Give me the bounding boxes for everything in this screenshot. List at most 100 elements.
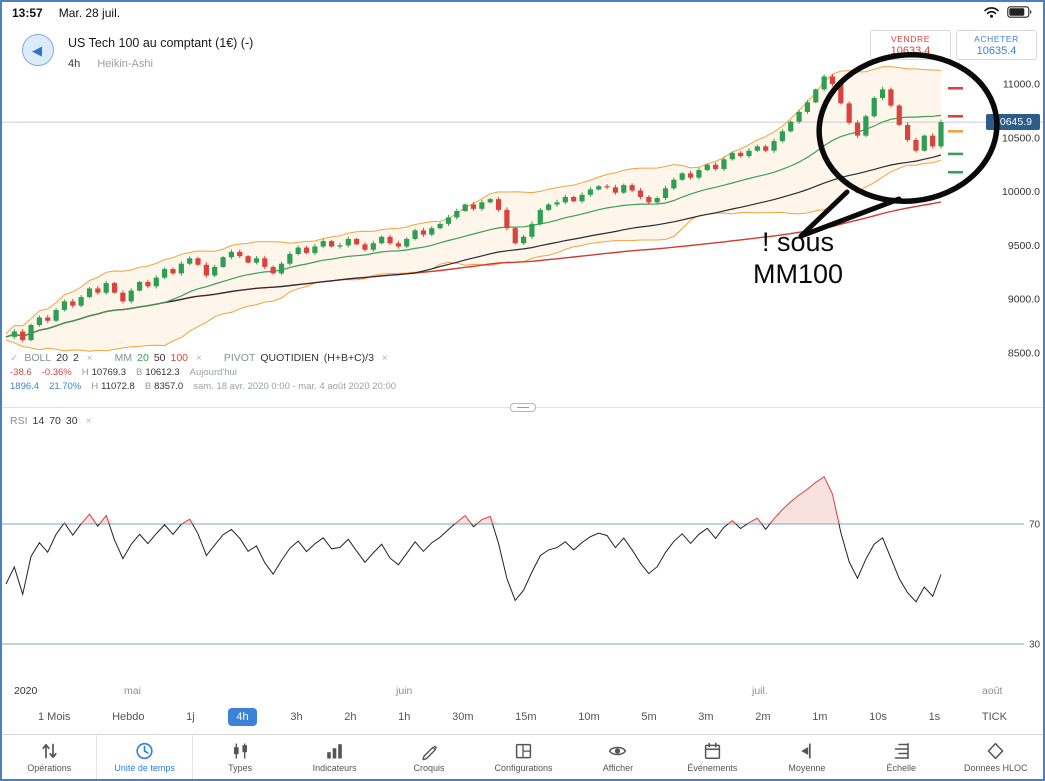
toolbar-configurations[interactable]: Configurations [476,735,570,779]
bollinger-chip[interactable]: BOLL 20 2 × [24,352,93,364]
session-row-today: -38.6 -0.36% H 10769.3 B 10612.3 Aujourd'h… [10,367,237,378]
toolbar-item-label: Types [228,763,253,773]
time-axis-label: juin [396,685,413,697]
toolbar-scale[interactable]: Échelle [854,735,948,779]
chart-type-icon [230,741,251,761]
timeframe-hebdo[interactable]: Hebdo [112,711,145,723]
buy-price: 10635.4 [976,44,1017,57]
status-time: 13:57 [12,6,43,20]
rsi-chip[interactable]: RSI 14 70 30 × [10,415,92,427]
panel-resize-handle[interactable] [510,403,536,412]
instrument-title: US Tech 100 au comptant (1€) (-) [68,36,254,50]
timeframe-selector: 1 Mois Hebdo 1j 4h 3h 2h 1h 30m 15m 10m 5m 3m 2m 1m 10… [2,700,1043,734]
rsi-tick-label: 30 [1029,640,1041,651]
timeframe-10m[interactable]: 10m [578,711,600,723]
toolbar-indicators[interactable]: Indicateurs [287,735,381,779]
toolbar-display[interactable]: Afficher [571,735,665,779]
hloc-icon [985,741,1006,761]
rsi-overbought-fill [6,476,941,524]
time-axis: 2020 mai juin juil. août [2,682,1043,700]
timeframe-4h[interactable]: 4h [228,708,257,726]
price-tick-label: 8500.0 [1008,348,1040,360]
mm-chip[interactable]: MM 20 50 100 × [114,352,202,364]
average-icon [796,741,817,761]
timeframe-1m[interactable]: 1m [812,711,828,723]
time-axis-label: 2020 [14,685,38,697]
back-button[interactable]: ◀ [22,34,54,66]
timeframe-1s[interactable]: 1s [928,711,941,723]
price-tick-label: 11000.0 [1003,79,1040,91]
rsi-name: RSI [10,415,28,427]
status-left: 13:57 Mar. 28 juil. [12,6,120,20]
timeframe-2h[interactable]: 2h [344,711,357,723]
timeframe-10s[interactable]: 10s [869,711,887,723]
title-block: US Tech 100 au comptant (1€) (-) 4h Heik… [68,34,253,70]
toolbar-item-label: Configurations [494,763,553,773]
mm20-line [5,114,942,338]
toolbar-average[interactable]: Moyenne [760,735,854,779]
timeframe-2m[interactable]: 2m [755,711,771,723]
timeframe-3m[interactable]: 3m [698,711,714,723]
toolbar-item-label: Unité de temps [114,763,175,773]
status-right [983,5,1033,21]
timeframe-3h[interactable]: 3h [290,711,303,723]
toolbar-item-label: Opérations [27,763,72,773]
mm-name: MM [114,352,133,364]
timeframe-1-mois[interactable]: 1 Mois [38,711,71,723]
close-icon[interactable]: × [85,415,92,427]
toolbar-events[interactable]: Événements [665,735,759,779]
price-tick-label: 10000.0 [1002,186,1040,198]
chart-header: ◀ US Tech 100 au comptant (1€) (-) 4h He… [22,34,253,70]
bottom-toolbar: Opérations Unité de temps Types Indicateurs… [2,734,1043,779]
toolbar-item-label: Échelle [886,763,917,773]
current-price-badge: 10645.9 [986,114,1040,130]
annotation-text: ! sous MM100 [716,227,880,291]
close-icon[interactable]: × [196,352,202,364]
sell-button[interactable]: VENDRE 10633.4 [870,30,951,60]
price-chart[interactable]: 11000.0 10500.0 10000.0 9500.0 9000.0 8500.0 [2,24,1043,407]
toolbar-operations[interactable]: Opérations [2,735,96,779]
timeframe-30m[interactable]: 30m [452,711,474,723]
close-icon[interactable]: × [86,352,93,364]
sell-price: 10633.4 [890,44,931,57]
toolbar-time-unit[interactable]: Unité de temps [96,735,193,779]
operations-icon [39,741,60,761]
buy-button[interactable]: ACHETER 10635.4 [956,30,1037,60]
timeframe-1h[interactable]: 1h [398,711,411,723]
toolbar-item-label: Moyenne [788,763,826,773]
price-tick-label: 9000.0 [1008,294,1040,306]
price-tick-label: 9500.0 [1008,240,1040,252]
toolbar-item-label: Données HLOC [963,763,1028,773]
timeframe-5m[interactable]: 5m [641,711,657,723]
check-icon: ✓ [10,352,19,364]
timeframe-tick[interactable]: TICK [981,711,1007,723]
wifi-icon [983,6,1000,21]
time-axis-label: juil. [752,685,768,697]
toolbar-types[interactable]: Types [193,735,287,779]
rsi-chart[interactable]: 70 30 [2,408,1043,683]
session-row-range: 1896.4 21.70% H 11072.8 B 8357.0 sam. 18 a… [10,381,397,392]
timeframe-15m[interactable]: 15m [515,711,537,723]
rsi-tick-label: 70 [1029,520,1041,531]
buy-label: ACHETER [974,33,1019,44]
toolbar-hloc-data[interactable]: Données HLOC [949,735,1043,779]
close-icon[interactable]: × [381,352,388,364]
time-axis-label: août [982,685,1003,697]
pivot-chip[interactable]: PIVOT QUOTIDIEN (H+B+C)/3 × [223,352,388,364]
bollinger-lower-line [5,159,942,352]
status-bar: 13:57 Mar. 28 juil. [2,2,1043,24]
quote-panel: VENDRE 10633.4 ACHETER 10635.4 [870,30,1037,60]
toolbar-item-label: Indicateurs [312,763,357,773]
boll-name: BOLL [24,352,52,364]
timeframe-1j[interactable]: 1j [186,711,195,723]
scale-icon [891,741,912,761]
toolbar-sketch[interactable]: Croquis [382,735,476,779]
pivot-name: PIVOT [223,352,256,364]
chart-style-label: Heikin-Ashi [97,58,153,70]
annotation-line2: MM100 [752,258,844,289]
indicator-legend: ✓ BOLL 20 2 × MM 20 50 100 × PIVOT QUOTI… [10,352,410,392]
clock-icon [134,741,155,761]
calendar-icon [702,741,723,761]
pencil-icon [419,741,440,761]
